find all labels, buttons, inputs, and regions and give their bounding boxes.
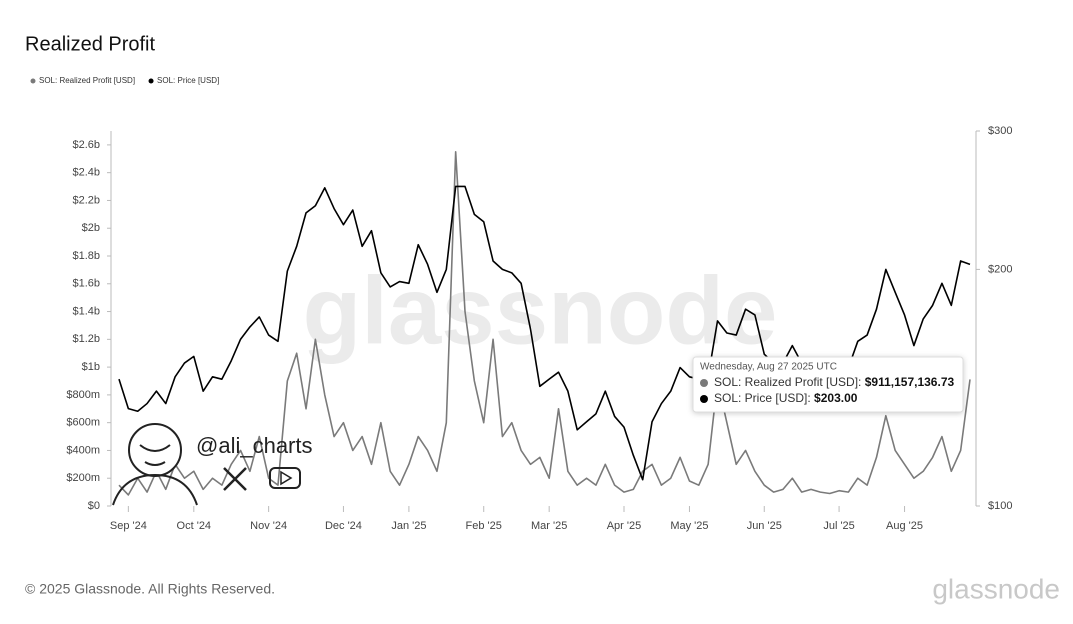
x-tick-label: Jan '25 bbox=[391, 520, 426, 532]
x-tick-label: Aug '25 bbox=[886, 520, 923, 532]
y-tick-label: $1b bbox=[82, 361, 100, 373]
y-tick-label: $2.6b bbox=[72, 139, 100, 151]
tooltip-label: SOL: Price [USD]: bbox=[714, 391, 811, 405]
legend-label: SOL: Realized Profit [USD] bbox=[39, 76, 135, 85]
x-tick-label: Nov '24 bbox=[250, 520, 287, 532]
video-play bbox=[280, 470, 293, 486]
y-tick-label: $1.2b bbox=[72, 333, 100, 345]
series-line bbox=[118, 151, 971, 496]
x-tick-label: Apr '25 bbox=[607, 520, 642, 532]
y-tick-label: $1.4b bbox=[72, 305, 100, 317]
y2-tick-label: $100 bbox=[988, 500, 1012, 512]
y-tick-label: $1.6b bbox=[72, 278, 100, 290]
tooltip-title: Wednesday, Aug 27 2025 UTC bbox=[700, 362, 837, 373]
tooltip-row: SOL: Price [USD]: $203.00 bbox=[714, 391, 858, 405]
handle: @ali_charts bbox=[196, 433, 313, 458]
legend: SOL: Realized Profit [USD] SOL: Price [US… bbox=[30, 76, 219, 85]
y-tick-label: $2.4b bbox=[72, 167, 100, 179]
x-tick-label: Sep '24 bbox=[110, 520, 147, 532]
y-tick-label: $400m bbox=[66, 444, 100, 456]
y2-tick-label: $300 bbox=[988, 125, 1012, 137]
y-tick-label: $200m bbox=[66, 472, 100, 484]
y-tick-label: $800m bbox=[66, 389, 100, 401]
x-tick-label: May '25 bbox=[670, 520, 708, 532]
tooltip-swatch bbox=[700, 379, 708, 387]
y-tick-label: $1.8b bbox=[72, 250, 100, 262]
branding: @ali_charts bbox=[112, 423, 313, 506]
tooltip-value: $203.00 bbox=[814, 391, 858, 405]
x-tick-label: Mar '25 bbox=[531, 520, 567, 532]
footer-logo: glassnode bbox=[932, 573, 1060, 604]
x-icon bbox=[223, 467, 247, 491]
y-tick-label: $0 bbox=[88, 500, 100, 512]
tooltip-label: SOL: Realized Profit [USD]: bbox=[714, 375, 861, 389]
watermark: glassnode bbox=[303, 257, 778, 364]
x-tick-label: Jul '25 bbox=[823, 520, 854, 532]
tooltip-value: $911,157,136.73 bbox=[865, 375, 955, 389]
y2-tick-label: $200 bbox=[988, 263, 1012, 275]
x-tick-label: Oct '24 bbox=[177, 520, 212, 532]
x-tick-label: Feb '25 bbox=[466, 520, 502, 532]
y-tick-label: $2.2b bbox=[72, 194, 100, 206]
tooltip-box bbox=[692, 356, 964, 413]
legend-label: SOL: Price [USD] bbox=[157, 76, 219, 85]
copyright: © 2025 Glassnode. All Rights Reserved. bbox=[25, 581, 275, 597]
y-tick-label: $2b bbox=[82, 222, 100, 234]
video-icon bbox=[269, 467, 301, 489]
x-tick-label: Dec '24 bbox=[325, 520, 362, 532]
tooltip-row: SOL: Realized Profit [USD]: $911,157,136… bbox=[714, 375, 954, 389]
tooltip: Wednesday, Aug 27 2025 UTC SOL: Realized… bbox=[692, 356, 964, 413]
legend-swatch bbox=[148, 78, 154, 84]
x-tick-label: Jun '25 bbox=[747, 520, 782, 532]
legend-swatch bbox=[30, 78, 36, 84]
avatar-lines bbox=[112, 444, 198, 506]
tooltip-swatch bbox=[700, 395, 708, 403]
y-tick-label: $600m bbox=[66, 417, 100, 429]
chart-title: Realized Profit bbox=[25, 33, 156, 55]
